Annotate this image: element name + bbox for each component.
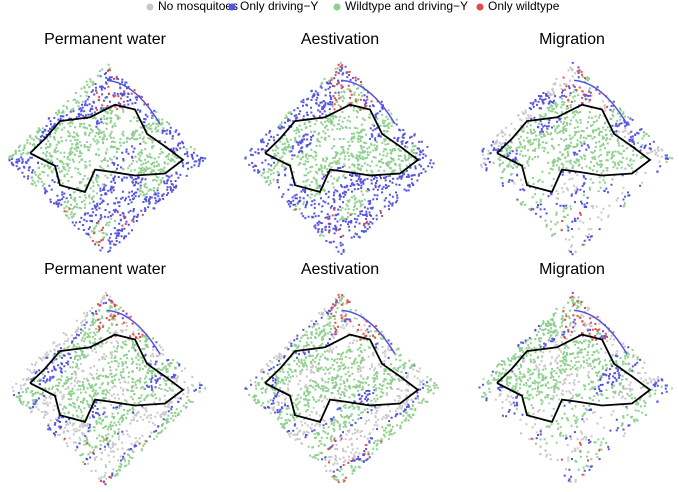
border [496,333,652,423]
legend-swatch [333,3,341,11]
legend-label: Only driving−Y [240,0,318,13]
map-cells [480,66,664,252]
map-cells [244,297,429,472]
legend-label: Wildtype and driving−Y [345,0,468,13]
map-cells [8,63,196,244]
map-cells [294,63,383,237]
map-cells [482,306,674,483]
map [478,291,674,483]
map-cells [480,296,663,471]
map-cells [11,291,201,481]
legend-swatch [228,3,236,11]
legend-swatch [476,3,484,11]
map [244,61,435,255]
map-cells [260,61,417,237]
border [264,333,420,423]
border [496,103,652,193]
river [341,309,396,355]
panel-title: Migration [539,261,605,278]
map [480,61,674,256]
river [573,79,628,125]
panel-title: Permanent water [44,261,167,278]
map-cells [530,295,614,476]
panel-title: Aestivation [301,261,379,278]
legend-swatch [146,3,154,11]
river [573,309,628,355]
legend-label: Only wildtype [488,0,560,13]
border [264,103,420,193]
map-cells [15,301,207,477]
legend-label: No mosquitoes [158,0,238,13]
map-cells [244,65,435,255]
border [29,103,185,193]
panel-title: Permanent water [44,31,167,48]
map [11,291,207,486]
panel-title: Migration [539,31,605,48]
river [106,309,161,355]
map-cells [478,291,668,482]
map [244,293,439,484]
panel-title: Aestivation [301,31,379,48]
map-cells [8,69,207,253]
border [29,333,185,423]
map [8,63,207,253]
river [106,79,161,125]
river [341,79,396,125]
